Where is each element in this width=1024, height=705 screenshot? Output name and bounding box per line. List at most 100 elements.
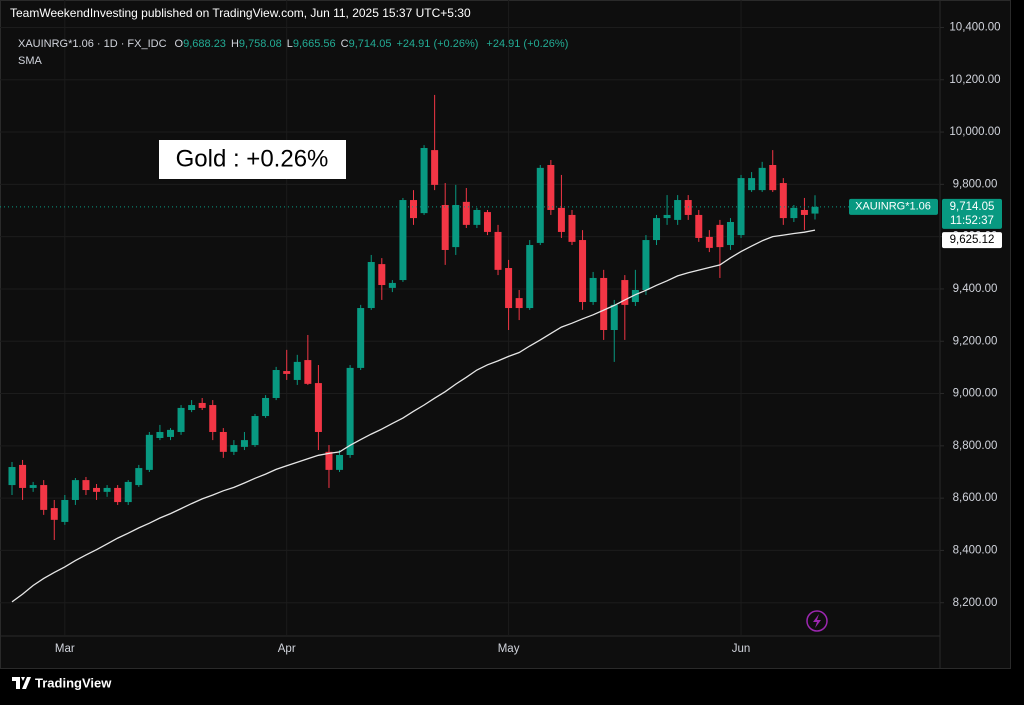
candle-body: [399, 200, 407, 281]
annotation: Gold : +0.26%: [176, 145, 329, 172]
candle-body: [441, 205, 449, 250]
candle-body: [50, 508, 58, 520]
candle-body: [631, 289, 639, 303]
change: +24.91 (+0.26%): [396, 38, 478, 50]
plot-area: [0, 0, 940, 636]
candle-body: [314, 383, 322, 432]
candle-body: [262, 397, 270, 417]
candle-body: [716, 224, 724, 248]
candle-body: [748, 178, 756, 191]
annotation-box: [159, 140, 346, 179]
candle-body: [462, 201, 470, 225]
candle-body: [452, 205, 460, 248]
candle-body: [251, 416, 259, 446]
countdown-label: 11:52:37: [950, 215, 994, 227]
symbol-tag-label: XAUINRG*1.06: [855, 201, 931, 213]
candle-body: [93, 487, 101, 492]
candle-body: [610, 304, 618, 330]
last-price-label: 9,714.05: [950, 201, 995, 213]
candle-body: [293, 361, 301, 380]
y-tick-label: 8,200.00: [953, 597, 998, 609]
candle-body: [135, 468, 143, 486]
candle-body: [800, 209, 808, 215]
candle-body: [737, 178, 745, 236]
y-tick-label: 9,800.00: [953, 178, 998, 190]
candle-body: [198, 402, 206, 408]
candle-body: [811, 206, 819, 214]
alert-icon[interactable]: [806, 610, 828, 632]
ohlc-value: 9,714.05: [349, 38, 392, 50]
candle-body: [557, 207, 565, 232]
y-tick-label: 8,600.00: [953, 492, 998, 504]
ohlc-key: H: [231, 38, 239, 50]
sma-price-tag: [942, 232, 1002, 249]
candle-body: [515, 298, 523, 309]
candle-body: [156, 431, 164, 438]
attribution: TeamWeekendInvesting published on Tradin…: [10, 6, 471, 20]
candle-body: [8, 467, 16, 486]
candle-body: [124, 481, 132, 503]
candle-body: [336, 454, 344, 470]
ohlc-key: C: [341, 38, 349, 50]
candle-body: [568, 214, 576, 242]
candle-body: [378, 264, 386, 286]
candle-body: [177, 407, 185, 432]
candle-body: [705, 236, 713, 248]
x-tick-label: Apr: [278, 643, 296, 655]
ohlc-key: L: [287, 38, 293, 50]
candle-body: [61, 499, 69, 522]
candle-body: [357, 308, 365, 368]
candle-body: [325, 451, 333, 470]
candle-body: [166, 429, 174, 437]
ohlc-value: 9,665.56: [293, 38, 336, 50]
candle-body: [114, 487, 122, 503]
candle-body: [346, 367, 354, 455]
candle-body: [431, 150, 439, 185]
candle-body: [219, 431, 227, 452]
candle-body: [790, 207, 798, 219]
y-tick-label: 9,200.00: [953, 335, 998, 347]
candle-body: [589, 277, 597, 303]
candle-body: [71, 480, 79, 500]
y-tick-label: 8,400.00: [953, 544, 998, 556]
y-tick-label: 8,800.00: [953, 440, 998, 452]
ohlc-key: O: [175, 38, 184, 50]
candle-body: [82, 480, 90, 491]
ohlc-value: 9,688.23: [183, 38, 226, 50]
candle-body: [272, 370, 280, 398]
candle-body: [367, 262, 375, 309]
candle-body: [103, 487, 111, 492]
candle-body: [547, 165, 555, 210]
candle-body: [663, 214, 671, 219]
candle-body: [145, 434, 153, 470]
candle-body: [505, 268, 513, 309]
symbol-line: XAUINRG*1.06 · 1D · FX_IDC O9,688.23 H9,75…: [18, 38, 568, 50]
candle-body: [19, 464, 27, 488]
candle-body: [473, 209, 481, 225]
candle-body: [653, 218, 661, 241]
candle-body: [483, 212, 491, 232]
ohlc-value: 9,758.08: [239, 38, 282, 50]
candle-body: [230, 445, 238, 452]
y-tick-label: 10,000.00: [949, 126, 1000, 138]
x-tick-label: Mar: [55, 643, 75, 655]
candle-body: [304, 360, 312, 384]
y-tick-label: 9,400.00: [953, 283, 998, 295]
indicator-label[interactable]: SMA: [18, 55, 43, 67]
candle-body: [420, 148, 428, 214]
candle-body: [283, 371, 291, 374]
candle-body: [526, 245, 534, 309]
y-tick-label: 9,000.00: [953, 388, 998, 400]
candle-body: [494, 231, 502, 270]
brand-name: TradingView: [35, 675, 112, 690]
change: +24.91 (+0.26%): [486, 38, 568, 50]
y-tick-label: 10,400.00: [949, 21, 1000, 33]
y-tick-label: 10,200.00: [949, 74, 1000, 86]
candle-body: [40, 485, 48, 510]
candle-body: [188, 405, 196, 411]
last-price-tag: [942, 198, 1002, 229]
candle-body: [29, 485, 37, 488]
x-tick-label: Jun: [732, 643, 751, 655]
